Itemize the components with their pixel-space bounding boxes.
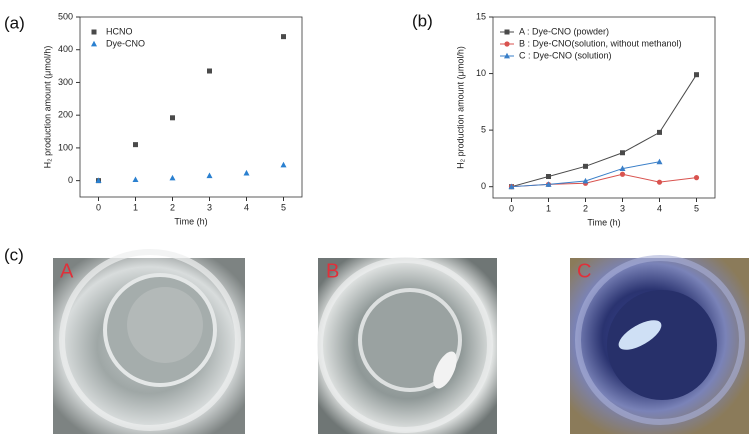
marker (656, 158, 663, 165)
marker (133, 142, 138, 148)
legend-marker (91, 40, 97, 47)
y-tick-label: 500 (58, 11, 73, 21)
x-tick-label: 3 (620, 203, 625, 213)
x-tick-label: 2 (583, 203, 588, 213)
y-tick-label: 300 (58, 77, 73, 87)
marker (170, 115, 175, 121)
marker (546, 174, 551, 180)
marker (693, 175, 700, 181)
plot-frame (79, 16, 303, 198)
x-tick-label: 2 (170, 202, 175, 212)
plot-frame (492, 16, 716, 199)
photo: A (53, 249, 245, 434)
legend-label: A : Dye-CNO (powder) (519, 26, 609, 36)
y-tick-label: 5 (481, 125, 486, 135)
legend-label: HCNO (106, 26, 133, 36)
x-tick-label: 3 (207, 202, 212, 212)
y-tick-label: 400 (58, 44, 73, 54)
x-tick-label: 1 (546, 203, 551, 213)
y-axis-label: H₂ production amount (μmol/h) (42, 46, 52, 169)
marker (694, 72, 699, 78)
legend-marker (504, 29, 510, 35)
y-tick-label: 200 (58, 110, 73, 120)
photo: B (317, 257, 497, 434)
photo-label: B (326, 260, 339, 282)
chart: 0 5 10 15 0 1 2 3 4 5 Time (h) H₂ production amount… (455, 11, 716, 227)
x-tick-label: 5 (694, 203, 699, 213)
x-tick-label: 1 (133, 202, 138, 212)
marker (619, 171, 626, 177)
photo-label: A (60, 260, 74, 282)
photo-label: C (577, 260, 591, 282)
y-tick-label: 15 (476, 11, 486, 21)
marker (132, 176, 139, 183)
legend-marker (504, 52, 510, 59)
x-axis-label: Time (h) (587, 217, 620, 227)
marker (582, 177, 589, 184)
series-line (511, 74, 697, 188)
marker (281, 34, 286, 40)
legend-marker (504, 41, 510, 47)
x-tick-label: 0 (509, 203, 514, 213)
x-axis-label: Time (h) (174, 216, 207, 226)
marker (545, 181, 552, 187)
marker (657, 129, 662, 135)
marker (95, 177, 102, 184)
legend-label: Dye-CNO (106, 38, 145, 48)
marker (620, 150, 625, 156)
marker (583, 163, 588, 169)
chart: 0 100 200 300 400 500 0 1 2 3 4 5 Time (h) H₂ product… (42, 11, 303, 226)
marker (207, 68, 212, 74)
x-tick-label: 0 (96, 202, 101, 212)
panel-label: (c) (4, 245, 24, 264)
legend-marker (91, 29, 97, 35)
panel-label: (a) (4, 13, 25, 32)
y-tick-label: 10 (476, 68, 486, 78)
y-tick-label: 0 (68, 175, 73, 185)
x-tick-label: 5 (281, 202, 286, 212)
marker (280, 161, 287, 168)
panel-label: (b) (412, 11, 433, 30)
legend-label: B : Dye-CNO(solution, without methanol) (519, 38, 682, 48)
y-axis-label: H₂ production amount (μmol/h) (455, 46, 465, 169)
marker (169, 174, 176, 181)
x-tick-label: 4 (657, 203, 662, 213)
y-tick-label: 100 (58, 142, 73, 152)
marker (656, 179, 663, 185)
x-tick-label: 4 (244, 202, 249, 212)
marker (243, 169, 250, 176)
legend-label: C : Dye-CNO (solution) (519, 50, 612, 60)
photo: C (570, 255, 749, 434)
marker (619, 165, 626, 171)
marker (206, 172, 213, 179)
y-tick-label: 0 (481, 181, 486, 191)
marker (508, 183, 515, 190)
